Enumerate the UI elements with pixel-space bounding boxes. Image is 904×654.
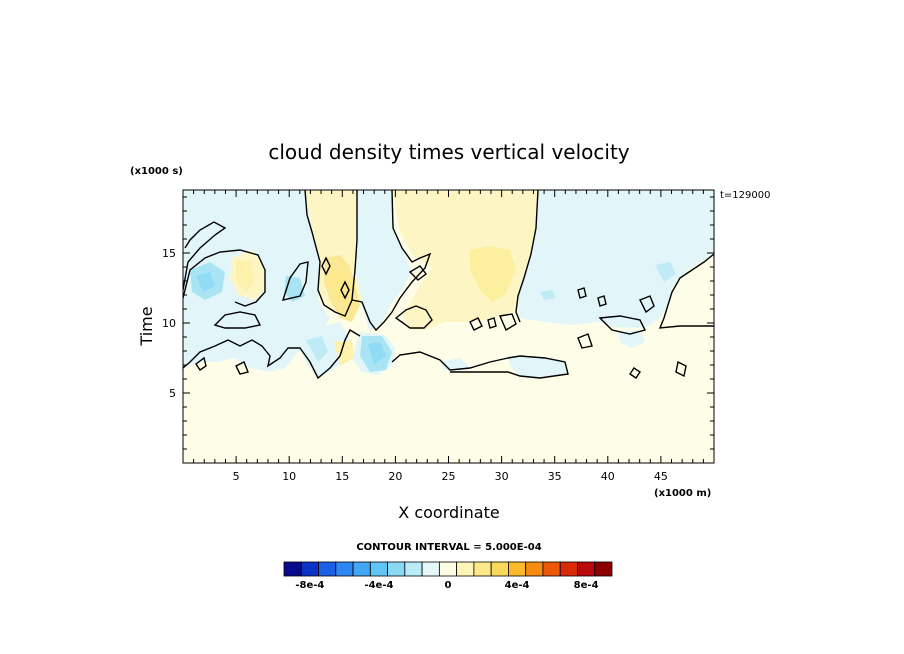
colorbar-labels: -8e-4 -4e-4 0 4e-4 8e-4 <box>295 580 598 591</box>
colorbar-swatch <box>577 561 596 577</box>
x-tick-label: 25 <box>442 470 456 483</box>
colorbar-swatch <box>525 561 544 577</box>
x-tick-label: 30 <box>495 470 509 483</box>
zero-contour <box>577 287 587 299</box>
negative-region <box>508 356 568 378</box>
zero-contour <box>183 249 266 307</box>
negative-patch <box>540 290 556 300</box>
colorbar-swatch <box>594 561 613 577</box>
y-tick-label: 10 <box>162 317 176 330</box>
colorbar-swatch <box>335 561 354 577</box>
positive-patch <box>236 260 255 292</box>
negative-region <box>518 190 714 328</box>
x-tick-label: 15 <box>335 470 349 483</box>
x-tick-label: 40 <box>601 470 615 483</box>
y-unit-label: (x1000 s) <box>130 166 183 177</box>
zero-contour <box>281 261 309 301</box>
zero-contour <box>183 221 227 291</box>
negative-patch <box>306 336 328 362</box>
x-tick-label: 20 <box>388 470 402 483</box>
colorbar-swatch <box>404 561 423 577</box>
zero-contour <box>469 317 483 331</box>
colorbar-swatch <box>542 561 561 577</box>
x-tick-label: 5 <box>233 470 240 483</box>
colorbar-swatch <box>456 561 475 577</box>
zero-contour <box>195 356 207 371</box>
colorbar-swatch <box>300 561 319 577</box>
zero-contour <box>321 256 331 276</box>
zero-contour <box>577 333 593 349</box>
colorbar-tick-label: 8e-4 <box>574 580 599 591</box>
zero-contour <box>408 265 427 281</box>
x-tick-label: 10 <box>282 470 296 483</box>
contour-field <box>183 190 714 463</box>
zero-contour <box>351 190 432 332</box>
zero-contour <box>597 295 607 307</box>
zero-contour <box>391 351 569 379</box>
zero-contour <box>183 329 361 380</box>
axis-ticks <box>183 190 714 463</box>
axis-tick-labels: 5 10 15 20 25 30 35 40 45 5 10 15 <box>162 247 668 483</box>
colorbar-tick-label: 0 <box>445 580 452 591</box>
zero-contour <box>598 315 647 335</box>
chart-title: cloud density times vertical velocity <box>268 140 629 164</box>
positive-patch <box>334 340 354 366</box>
x-tick-label: 45 <box>654 470 668 483</box>
colorbar-swatch <box>438 561 458 577</box>
zero-contour <box>629 367 641 379</box>
zero-contours <box>183 190 714 380</box>
colorbar-swatch <box>352 561 371 577</box>
colorbar-swatch <box>490 561 509 577</box>
colorbar-swatch <box>421 561 440 577</box>
negative-patch <box>655 262 676 282</box>
zero-contour <box>658 253 714 329</box>
y-tick-label: 15 <box>162 247 176 260</box>
y-tick-label: 5 <box>169 387 176 400</box>
colorbar-swatch <box>387 561 406 577</box>
negative-patch <box>368 342 386 364</box>
negative-region <box>618 330 645 348</box>
x-unit-label: (x1000 m) <box>654 488 711 499</box>
zero-contour <box>487 317 497 329</box>
colorbar-tick-label: -8e-4 <box>295 580 324 591</box>
x-axis-label: X coordinate <box>398 503 499 522</box>
zero-contour <box>639 295 655 314</box>
x-tick-label: 35 <box>548 470 562 483</box>
zero-contour <box>304 190 358 317</box>
zero-contour <box>340 280 350 300</box>
time-stamp: t=129000 <box>720 190 770 201</box>
colorbar <box>283 561 613 577</box>
anomaly-patches <box>190 246 676 372</box>
zero-contour <box>235 361 249 375</box>
colorbar-tick-label: 4e-4 <box>505 580 530 591</box>
colorbar-swatch <box>559 561 578 577</box>
positive-patch <box>470 246 516 302</box>
colorbar-swatch <box>508 561 527 577</box>
colorbar-swatch <box>318 561 337 577</box>
colorbar-tick-label: -4e-4 <box>364 580 393 591</box>
colorbar-swatch <box>283 561 302 577</box>
zero-contour <box>515 190 539 323</box>
zero-contour <box>213 311 262 329</box>
colorbar-swatch <box>369 561 388 577</box>
zero-contour <box>394 305 433 329</box>
negative-patch <box>196 272 215 292</box>
zero-contour <box>499 313 517 332</box>
colorbar-swatch <box>473 561 492 577</box>
negative-region <box>355 190 412 332</box>
contour-interval-label: CONTOUR INTERVAL = 5.000E-04 <box>356 542 541 553</box>
zero-contour <box>675 360 687 378</box>
y-axis-label: Time <box>137 306 156 346</box>
